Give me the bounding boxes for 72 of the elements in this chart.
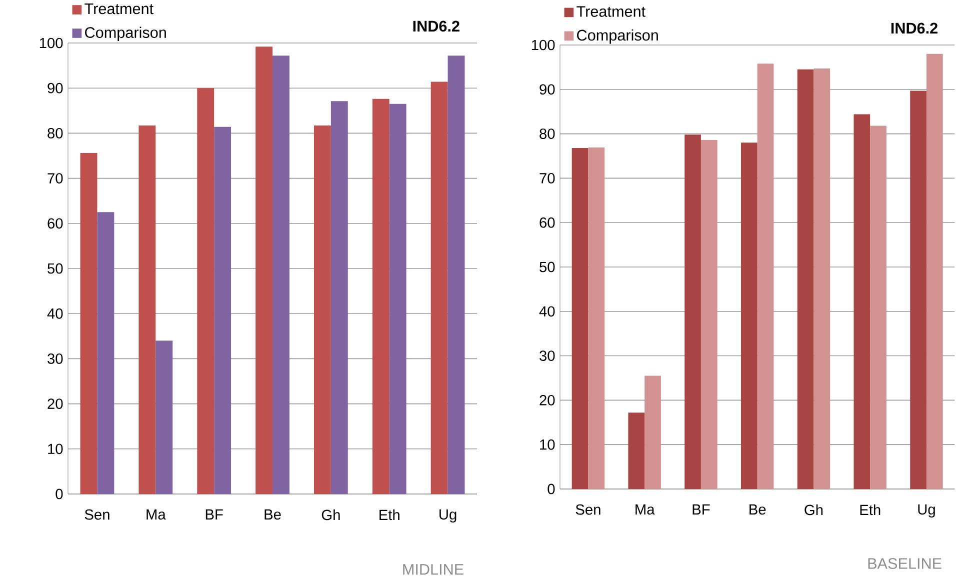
x-tick-label: Ug	[918, 504, 935, 518]
y-tick-label: 10	[48, 444, 63, 454]
x-tick-label: Ug	[440, 509, 456, 522]
y-tick-label: 40	[47, 308, 63, 319]
bar	[797, 69, 814, 489]
y-tick-label: 90	[48, 82, 63, 94]
bar	[926, 54, 943, 489]
bar	[372, 98, 390, 494]
bar	[588, 148, 605, 489]
text: BASELINE	[868, 558, 942, 569]
bar	[80, 153, 98, 494]
bar	[757, 64, 774, 489]
bar	[156, 340, 173, 494]
y-tick-label: 90	[540, 84, 555, 95]
y-tick-label: 20	[48, 398, 63, 409]
legend-label: Comparison	[85, 26, 166, 41]
x-tick-label: Gh	[804, 504, 823, 516]
bar	[572, 148, 588, 489]
bar	[256, 46, 272, 494]
bar	[854, 114, 870, 489]
y-tick-label: 70	[48, 173, 63, 184]
x-tick-label: BF	[692, 504, 710, 514]
bar	[430, 82, 448, 494]
bar	[389, 104, 406, 494]
y-tick-label: 50	[48, 263, 63, 274]
bar	[138, 126, 156, 494]
x-tick-label: Sen	[84, 509, 110, 520]
x-tick-label: Ma	[146, 509, 166, 520]
y-tick-label: 70	[540, 173, 555, 184]
y-tick-label: 100	[40, 38, 63, 48]
bar	[314, 126, 331, 494]
y-tick-label: 20	[540, 395, 555, 406]
legend-label: Treatment	[576, 6, 646, 17]
bar	[684, 134, 701, 489]
bar	[870, 126, 886, 489]
y-tick-label: 10	[540, 439, 555, 450]
x-tick-label: Eth	[860, 504, 880, 516]
x-tick-label: Ma	[636, 504, 655, 515]
bar	[740, 142, 758, 489]
y-tick-label: 100	[532, 40, 555, 50]
x-tick-label: BF	[206, 509, 223, 520]
y-tick-label: 0	[548, 484, 555, 494]
legend-label: Comparison	[577, 29, 658, 44]
bar	[272, 56, 290, 494]
text: MIDLINE	[403, 564, 464, 575]
bar	[214, 126, 232, 494]
bar	[910, 90, 926, 489]
y-tick-label: 30	[48, 354, 63, 364]
y-tick-label: 80	[540, 128, 555, 139]
bar	[97, 212, 114, 494]
legend-label: Treatment	[84, 3, 154, 14]
bar	[330, 101, 348, 494]
bar	[628, 412, 645, 489]
bar	[644, 376, 661, 489]
chart-title: IND6.2	[413, 20, 460, 32]
y-tick-label: 80	[48, 128, 63, 138]
x-tick-label: Sen	[576, 504, 600, 515]
x-tick-label: Be	[750, 504, 766, 515]
x-tick-label: Eth	[380, 509, 400, 520]
bar	[197, 88, 214, 494]
chart-title: IND6.2	[891, 22, 938, 34]
y-tick-label: 60	[48, 218, 63, 229]
y-tick-label: 60	[540, 217, 555, 228]
y-tick-label: 50	[540, 262, 555, 272]
y-tick-label: 0	[56, 488, 63, 500]
x-tick-label: Be	[264, 509, 281, 520]
bar	[700, 140, 718, 489]
bar	[448, 56, 465, 494]
y-tick-label: 30	[540, 350, 555, 361]
y-tick-label: 40	[539, 306, 555, 317]
x-tick-label: Gh	[322, 509, 340, 520]
bar	[814, 68, 830, 489]
